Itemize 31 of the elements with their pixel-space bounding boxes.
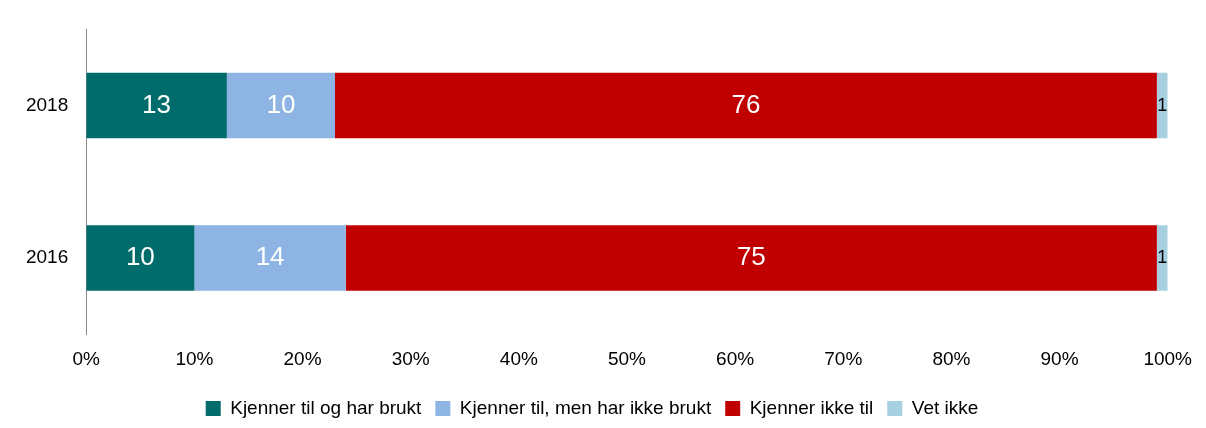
x-tick-label: 30% xyxy=(391,347,430,369)
x-tick-label: 50% xyxy=(607,347,647,369)
data-label: 75 xyxy=(736,241,766,272)
x-tick-label: 10% xyxy=(175,347,214,369)
x-tick-label: 20% xyxy=(283,347,322,369)
x-tick-label: 80% xyxy=(932,347,971,369)
data-label: 13 xyxy=(142,88,172,119)
data-label: 10 xyxy=(266,88,296,119)
y-tick-label: 2016 xyxy=(25,246,69,268)
x-tick-label: 60% xyxy=(716,347,755,369)
legend-label: Kjenner til, men har ikke brukt xyxy=(459,396,712,418)
data-label: 10 xyxy=(125,241,155,272)
legend-label: Kjenner ikke til xyxy=(749,396,874,418)
data-label: 14 xyxy=(255,241,285,272)
legend-label: Kjenner til og har brukt xyxy=(230,396,423,418)
data-label: 1 xyxy=(1157,246,1168,267)
x-tick-label: 90% xyxy=(1040,347,1079,369)
x-tick-label: 40% xyxy=(499,347,538,369)
bar xyxy=(226,72,335,139)
bar xyxy=(345,225,1157,291)
x-tick-label: 100% xyxy=(1143,347,1193,369)
data-label: 1 xyxy=(1157,94,1168,115)
bar xyxy=(86,225,195,291)
x-tick-label: 70% xyxy=(824,347,863,369)
x-tick-label: 0% xyxy=(72,347,101,369)
y-tick-label: 2018 xyxy=(25,93,69,115)
data-label: 76 xyxy=(731,88,761,119)
bar xyxy=(86,72,227,139)
bar xyxy=(194,225,346,291)
bar xyxy=(335,72,1157,139)
legend-label: Vet ikke xyxy=(911,396,979,418)
